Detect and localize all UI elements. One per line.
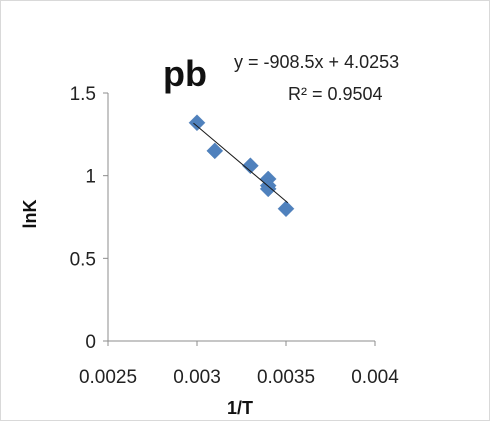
y-axis-title: lnK xyxy=(20,200,40,229)
data-point xyxy=(242,157,259,175)
axes xyxy=(103,92,376,346)
data-point xyxy=(206,142,224,160)
trendline-equation: y = -908.5x + 4.0253 xyxy=(234,52,399,72)
y-tick-label: 0 xyxy=(85,332,96,353)
x-tick-label: 0.0025 xyxy=(79,367,137,388)
x-tick-label: 0.003 xyxy=(173,367,221,388)
r-squared-label: R² = 0.9504 xyxy=(288,84,383,104)
y-tick-label: 0.5 xyxy=(70,249,96,270)
data-points xyxy=(188,114,295,218)
trendline-group xyxy=(193,122,289,204)
data-point xyxy=(259,180,277,198)
x-tick-label: 0.004 xyxy=(351,367,399,388)
y-tick-label: 1 xyxy=(85,167,96,188)
tick-labels: 0 0.5 1 1.5 0.0025 0.003 0.0035 0.004 xyxy=(70,84,400,388)
x-axis-title: 1/T xyxy=(227,398,253,418)
x-tick-label: 0.0035 xyxy=(257,367,315,388)
trendline xyxy=(193,122,289,204)
data-point xyxy=(188,114,206,132)
chart-title: pb xyxy=(163,53,207,94)
y-tick-label: 1.5 xyxy=(70,84,96,105)
data-point xyxy=(277,200,295,218)
